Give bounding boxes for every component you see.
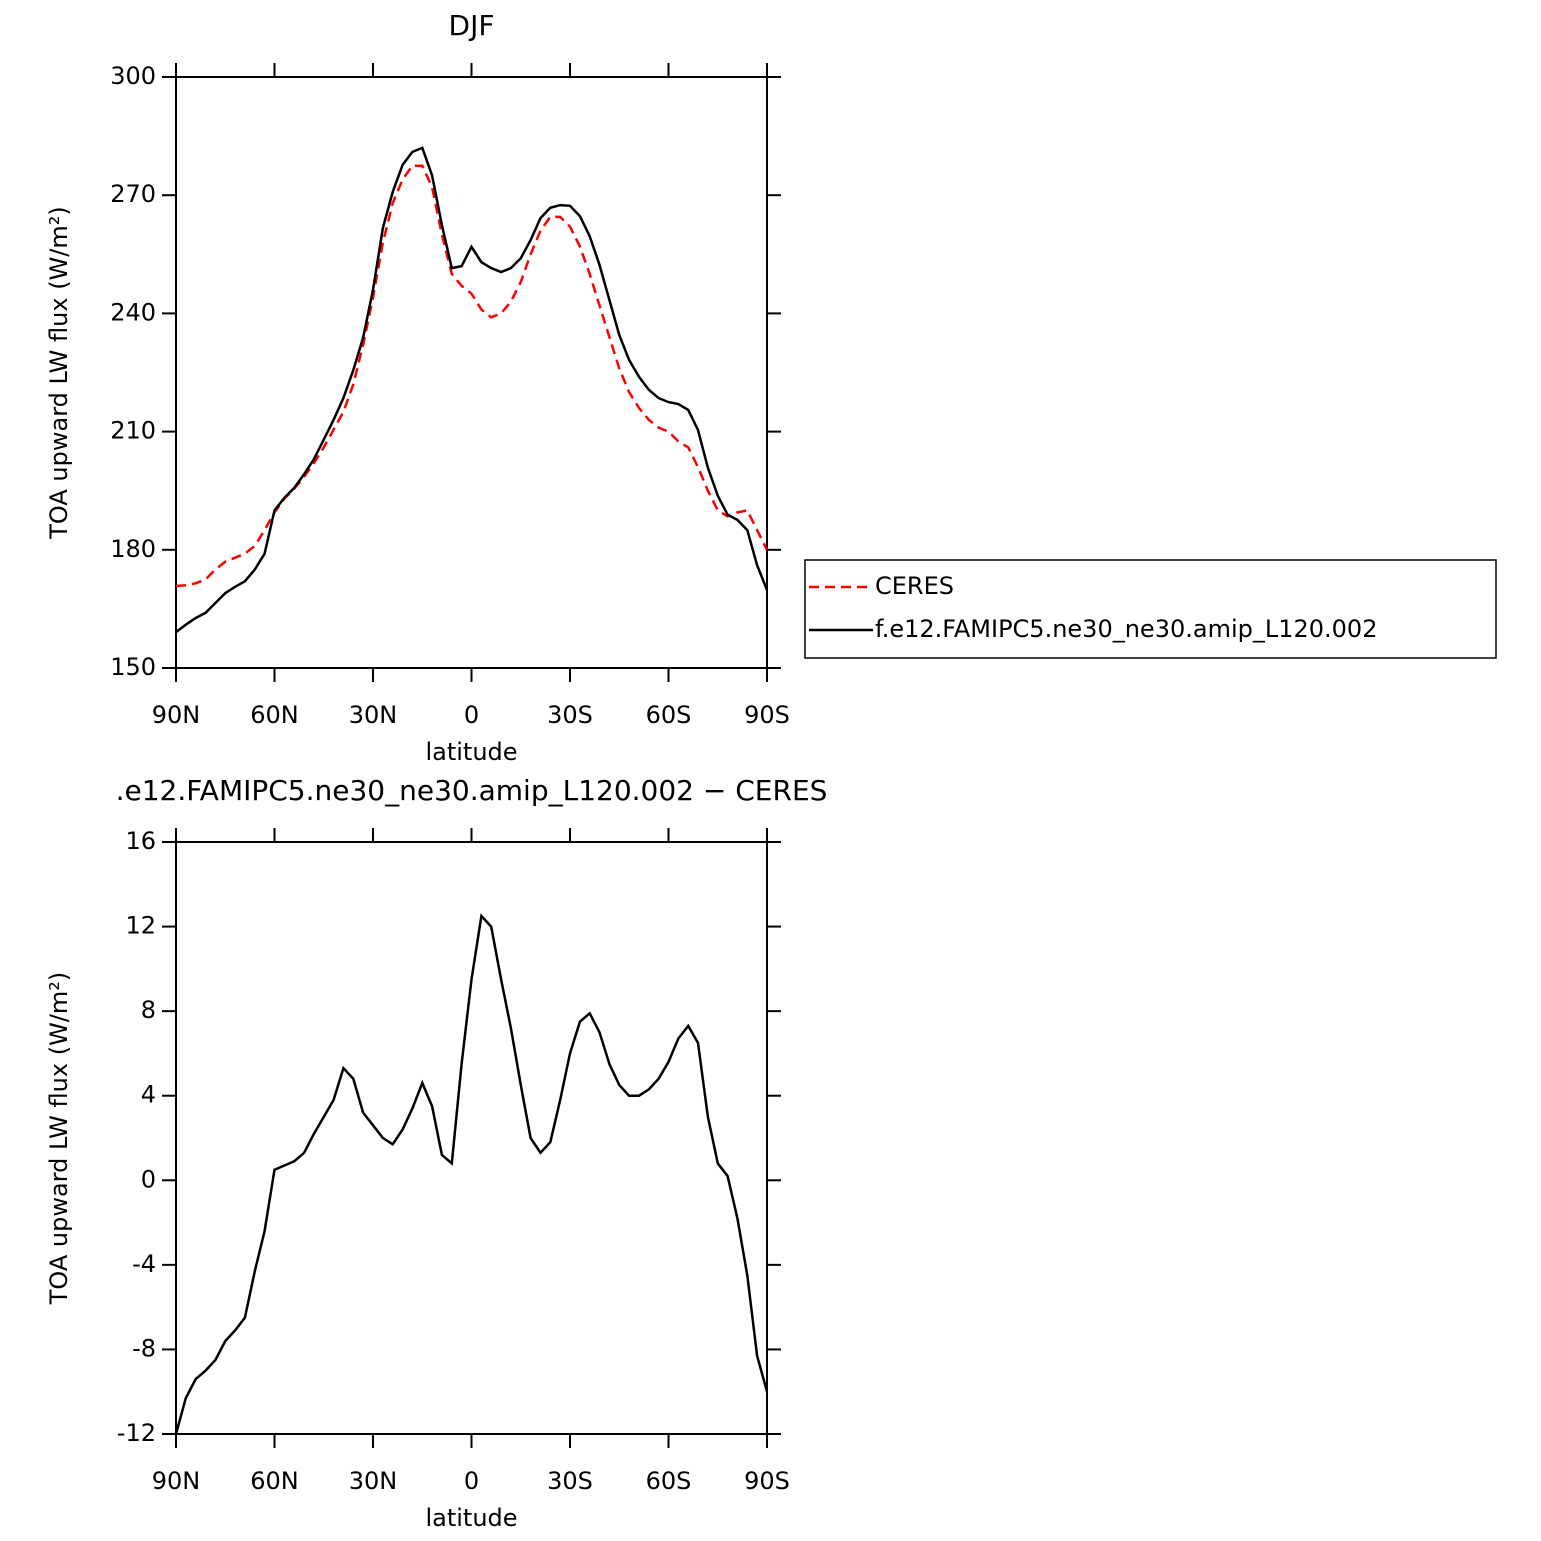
y-tick-label: 240 <box>110 298 156 326</box>
x-tick-label: 90N <box>152 1467 201 1495</box>
x-axis-label: latitude <box>425 1504 517 1532</box>
y-tick-label: 8 <box>141 996 156 1024</box>
x-tick-label: 60N <box>250 701 299 729</box>
y-tick-label: 0 <box>141 1165 156 1193</box>
y-axis-label: TOA upward LW flux (W/m²) <box>45 972 73 1306</box>
y-tick-label: 180 <box>110 535 156 563</box>
y-tick-label: 12 <box>125 912 156 940</box>
plot-frame <box>175 76 768 669</box>
y-tick-label: -4 <box>132 1250 156 1278</box>
legend-label: CERES <box>875 572 954 600</box>
x-tick-label: 0 <box>464 701 479 729</box>
x-tick-label: 60S <box>646 1467 692 1495</box>
x-tick-label: 30N <box>349 1467 398 1495</box>
x-tick-label: 60S <box>646 701 692 729</box>
legend-box <box>804 559 1497 659</box>
x-tick-label: 90S <box>744 1467 790 1495</box>
x-tick-label: 0 <box>464 1467 479 1495</box>
y-tick-label: -12 <box>117 1419 156 1447</box>
x-tick-label: 30S <box>547 1467 593 1495</box>
x-tick-label: 30S <box>547 701 593 729</box>
x-tick-label: 90S <box>744 701 790 729</box>
x-tick-label: 60N <box>250 1467 299 1495</box>
y-tick-label: 270 <box>110 180 156 208</box>
x-tick-label: 30N <box>349 701 398 729</box>
y-tick-label: -8 <box>132 1334 156 1362</box>
y-tick-label: 210 <box>110 417 156 445</box>
y-tick-label: 300 <box>110 62 156 90</box>
data-line <box>175 146 769 634</box>
x-tick-label: 90N <box>152 701 201 729</box>
x-axis-label: latitude <box>425 738 517 766</box>
y-tick-label: 150 <box>110 653 156 681</box>
data-line <box>175 164 769 588</box>
plot-frame <box>175 841 768 1435</box>
y-tick-label: 4 <box>141 1081 156 1109</box>
legend-label: f.e12.FAMIPC5.ne30_ne30.amip_L120.002 <box>875 615 1377 643</box>
y-tick-label: 16 <box>125 827 156 855</box>
chart-title: .e12.FAMIPC5.ne30_ne30.amip_L120.002 − C… <box>116 774 828 807</box>
chart-title: DJF <box>449 9 495 42</box>
y-axis-label: TOA upward LW flux (W/m²) <box>45 206 73 540</box>
data-line <box>174 913 769 1435</box>
